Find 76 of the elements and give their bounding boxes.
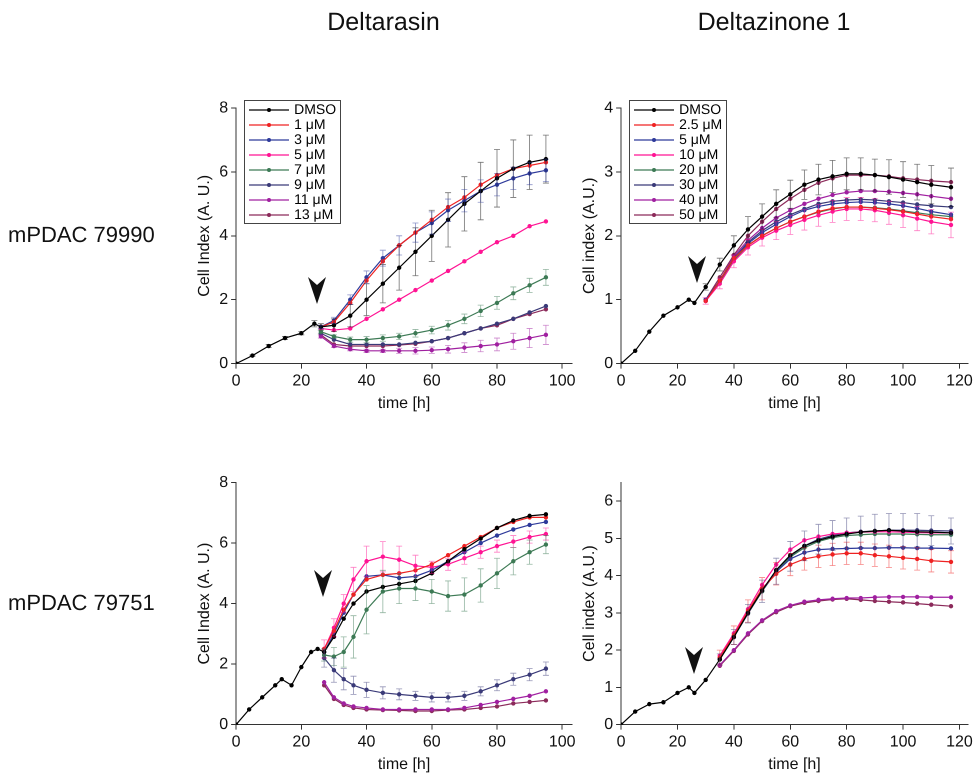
legend-label: 13 μM — [294, 206, 334, 222]
x-tick-label: 80 — [488, 734, 506, 751]
y-tick-label: 4 — [604, 99, 614, 116]
legend-label: 5 μM — [294, 146, 326, 162]
x-tick-label: 20 — [292, 734, 310, 751]
x-tick-label: 120 — [946, 734, 973, 751]
legend-label: DMSO — [679, 101, 722, 117]
legend-label: 11 μM — [294, 191, 332, 207]
chart-title: Deltarasin — [327, 8, 440, 36]
x-tick-label: 0 — [616, 734, 626, 751]
x-tick-label: 80 — [838, 734, 856, 751]
text: mPDAC 79751 — [8, 590, 155, 616]
legend-label: 50 μM — [679, 206, 718, 222]
y-tick-label: 4 — [604, 567, 614, 584]
legend-label: 40 μM — [679, 191, 718, 207]
legend-label: 3 μM — [294, 131, 326, 147]
x-tick-label: 60 — [781, 372, 800, 390]
x-tick-label: 100 — [890, 372, 917, 390]
y-tick-label: 0 — [219, 716, 228, 734]
y-tick-label: 8 — [219, 99, 228, 116]
x-tick-label: 0 — [232, 372, 241, 390]
x-tick-label: 40 — [724, 372, 743, 390]
legend-label: 1 μM — [294, 116, 326, 132]
legend-label: 7 μM — [294, 161, 326, 177]
x-tick-label: 60 — [422, 372, 441, 390]
y-axis-title: Cell Index (A. U.) — [196, 542, 214, 665]
y-tick-label: 5 — [604, 530, 614, 547]
legend-label: 2.5 μM — [679, 116, 722, 132]
y-tick-label: 4 — [219, 227, 228, 244]
x-axis-title: time [h] — [768, 394, 821, 412]
x-tick-label: 60 — [422, 734, 441, 751]
y-tick-label: 0 — [219, 355, 228, 372]
y-tick-label: 0 — [604, 355, 614, 372]
x-tick-label: 60 — [781, 734, 800, 751]
y-tick-label: 3 — [604, 604, 614, 622]
legend-label: 5 μM — [679, 131, 710, 147]
legend-label: 9 μM — [294, 176, 326, 192]
chart-title: Deltazinone 1 — [698, 8, 850, 36]
x-tick-label: 20 — [292, 372, 310, 390]
x-tick-label: 40 — [358, 734, 376, 751]
x-tick-label: 80 — [838, 372, 856, 390]
x-tick-label: 20 — [668, 372, 686, 390]
y-tick-label: 8 — [219, 474, 228, 492]
legend-label: DMSO — [294, 101, 336, 117]
y-tick-label: 1 — [604, 291, 614, 308]
y-tick-label: 0 — [604, 716, 614, 734]
x-axis-title: time [h] — [768, 756, 821, 773]
x-tick-label: 0 — [232, 734, 241, 751]
y-tick-label: 2 — [219, 291, 228, 308]
y-tick-label: 6 — [219, 534, 228, 552]
y-axis-title: Cell index (A.U.) — [581, 545, 598, 662]
y-tick-label: 2 — [604, 642, 614, 659]
y-tick-label: 3 — [604, 163, 614, 180]
legend-label: 20 μM — [679, 161, 718, 177]
x-tick-label: 40 — [724, 734, 743, 751]
legend-label: 10 μM — [679, 146, 718, 162]
x-tick-label: 0 — [616, 372, 626, 390]
y-tick-label: 6 — [219, 163, 228, 180]
x-tick-label: 80 — [488, 372, 506, 390]
legend-label: 30 μM — [679, 176, 718, 192]
y-tick-label: 2 — [604, 227, 614, 244]
x-tick-label: 100 — [548, 372, 576, 390]
y-tick-label: 6 — [604, 492, 614, 510]
x-axis-title: time [h] — [378, 394, 430, 412]
y-axis-title: Cell index (A.U.) — [581, 178, 598, 294]
x-axis-title: time [h] — [378, 756, 430, 773]
y-tick-label: 2 — [219, 656, 228, 673]
y-axis-title: Cell Index (A. U.) — [196, 174, 214, 297]
y-tick-label: 1 — [604, 678, 614, 696]
x-tick-label: 120 — [946, 372, 973, 390]
x-tick-label: 40 — [358, 372, 376, 390]
text: mPDAC 79990 — [8, 222, 155, 248]
x-tick-label: 100 — [890, 734, 917, 751]
x-tick-label: 20 — [668, 734, 686, 751]
x-tick-label: 100 — [548, 734, 576, 751]
y-tick-label: 4 — [219, 595, 228, 612]
